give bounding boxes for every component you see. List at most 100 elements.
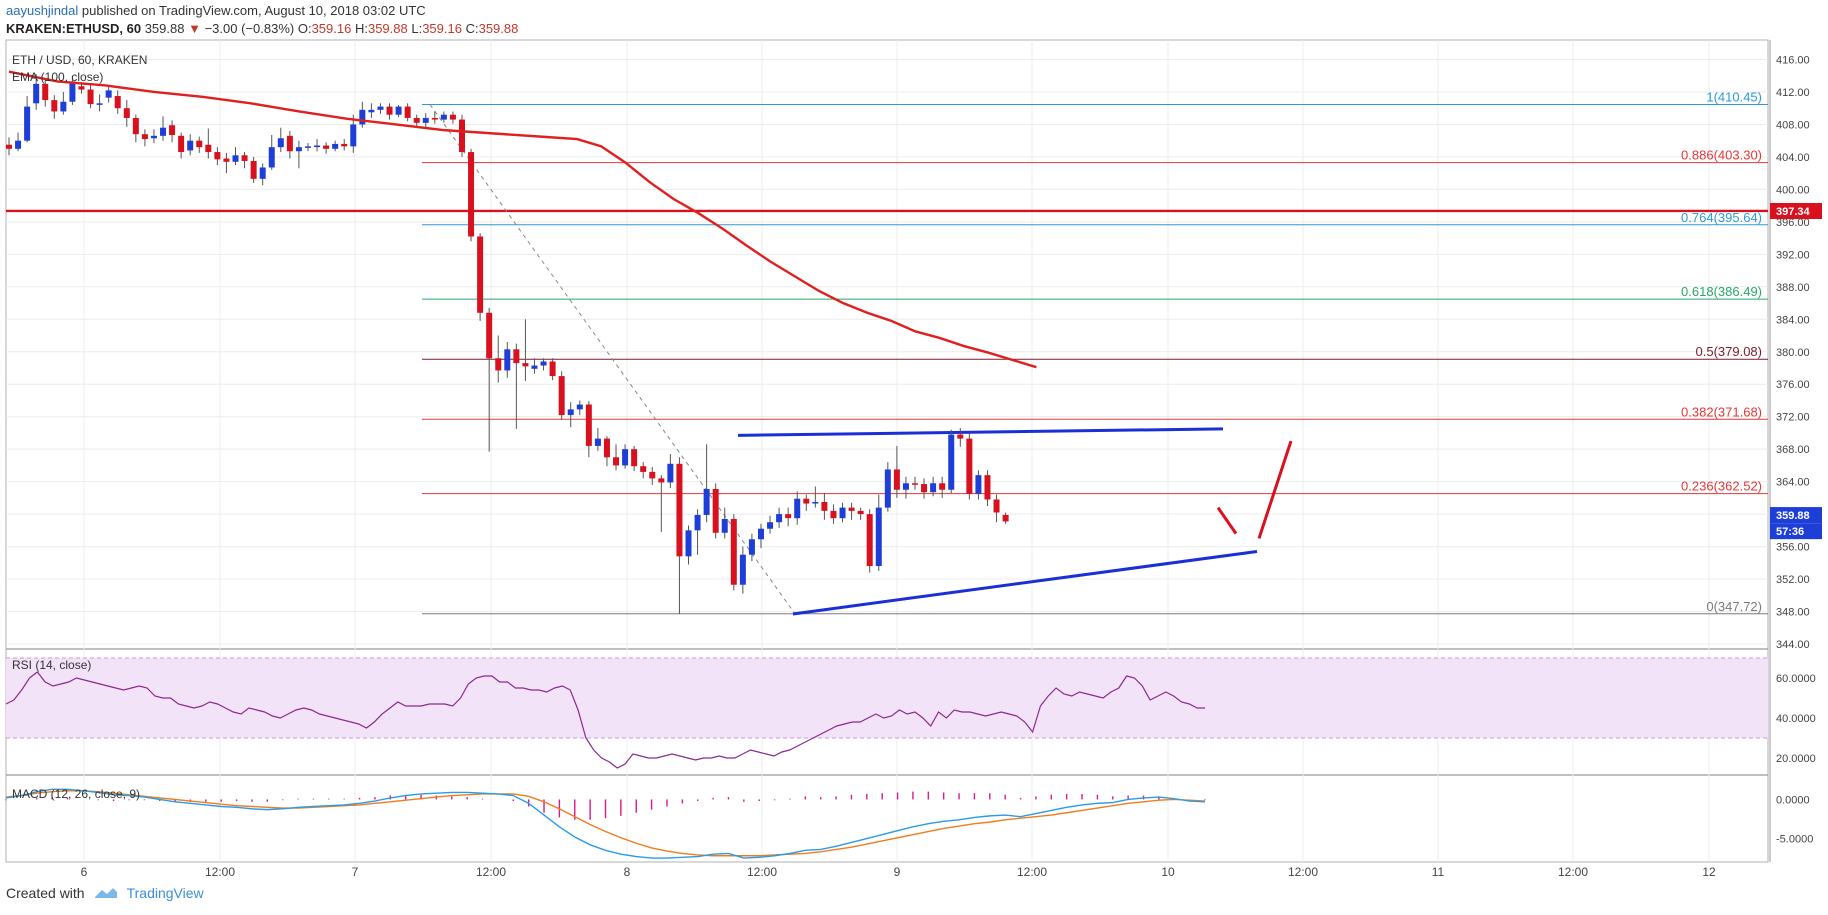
x-tick-label: 10: [1161, 865, 1175, 879]
price-tick-label: 344.00: [1776, 639, 1810, 651]
candle-body: [622, 449, 629, 466]
fib-level-label: 0.618(386.49): [1681, 284, 1762, 299]
high-value: 359.88: [367, 21, 408, 36]
candle-body: [948, 434, 955, 490]
candle-body: [848, 507, 855, 511]
price-tick-label: 372.00: [1776, 412, 1810, 424]
candle-body: [304, 146, 311, 148]
projection-up: [1257, 440, 1293, 539]
price-tick-label: 364.00: [1776, 477, 1810, 489]
candle-body: [984, 475, 991, 500]
candle-body: [223, 158, 230, 162]
candle-body: [821, 501, 828, 511]
candle-body: [685, 530, 692, 557]
candle-body: [78, 86, 85, 90]
candle-body: [132, 117, 139, 135]
x-tick-label: 12: [1702, 865, 1716, 879]
candle-body: [386, 106, 393, 115]
candle-body: [495, 358, 502, 371]
price-tick-label: 380.00: [1776, 347, 1810, 359]
candle-body: [449, 114, 456, 120]
x-tick-label: 12:00: [1017, 865, 1047, 879]
candle-body: [721, 518, 728, 533]
resistance-price-tag: 397.34: [1776, 206, 1811, 218]
candle-body: [785, 514, 792, 519]
price-tick-label: 348.00: [1776, 607, 1810, 619]
candle-body: [205, 144, 212, 153]
price-tick-label: 376.00: [1776, 379, 1810, 391]
candle-body: [567, 409, 574, 416]
candle-body: [141, 134, 148, 140]
candle-body: [694, 514, 701, 531]
candle-body: [1002, 514, 1009, 522]
candle-body: [803, 498, 810, 504]
macd-tick-label: 0.0000: [1776, 794, 1810, 806]
price-tick-label: 384.00: [1776, 314, 1810, 326]
candle-body: [640, 466, 647, 472]
price-tick-label: 412.00: [1776, 87, 1810, 99]
chart-title: ETH / USD, 60, KRAKEN: [12, 53, 147, 67]
candle-body: [286, 135, 293, 152]
candle-body: [522, 363, 529, 367]
candle-body: [631, 449, 638, 467]
candle-body: [413, 117, 420, 123]
candle-body: [350, 124, 357, 147]
publisher-name[interactable]: aayushjindal: [6, 3, 79, 18]
grid-lines: [5, 39, 1771, 863]
tradingview-link[interactable]: TradingView: [126, 885, 204, 901]
resistance-price-tag-bg: [1770, 202, 1822, 219]
ema-100-line: [8, 70, 1037, 369]
candle-body: [585, 404, 592, 446]
candle-body: [921, 484, 928, 493]
candle-body: [277, 138, 284, 148]
open-label: O:: [297, 21, 312, 36]
candle-body: [15, 140, 22, 149]
indicator-panes: [5, 657, 1768, 859]
candle-body: [839, 507, 846, 519]
down-arrow-icon: ▼: [188, 21, 201, 36]
rsi-line: [5, 671, 1205, 769]
candle-body: [60, 101, 67, 112]
x-tick-label: 12:00: [1288, 865, 1318, 879]
candle-body: [105, 90, 112, 98]
candle-body: [613, 457, 620, 466]
candle-body: [739, 554, 746, 585]
candle-body: [178, 135, 185, 153]
candle-body: [513, 349, 520, 364]
publisher-line: aayushjindal published on TradingView.co…: [6, 2, 518, 20]
candle-body: [486, 312, 493, 359]
candle-body: [757, 528, 764, 540]
price-axis[interactable]: 6 12:00 7 12:00 8 12:00 9 12:00 10 12:00 11 12:00 12…: [81, 55, 1822, 879]
fib-level-label: 0.764(395.64): [1681, 210, 1762, 225]
candle-body: [268, 147, 275, 168]
candle-body: [857, 510, 864, 515]
candle-body: [703, 488, 710, 515]
low-label: L:: [411, 21, 423, 36]
x-tick-label: 11: [1432, 865, 1445, 879]
resistance-trendline: [737, 427, 1224, 437]
candle-body: [477, 236, 484, 313]
ohlc-line: KRAKEN:ETHUSD, 60 359.88 ▼ −3.00 (−0.83%…: [6, 20, 518, 38]
candle-body: [114, 96, 121, 109]
fib-level-label: 0.5(379.08): [1696, 344, 1763, 359]
candle-body: [42, 83, 49, 101]
price-tick-label: 388.00: [1776, 282, 1810, 294]
price-tick-label: 400.00: [1776, 184, 1810, 196]
candle-body: [966, 438, 973, 494]
high-label: H:: [354, 21, 368, 36]
candle-body: [24, 106, 31, 141]
chart-canvas[interactable]: 1(410.45) 0.886(403.30) 0.764(395.64) 0.618…: [0, 0, 1828, 880]
candle-body: [440, 114, 447, 120]
candle-body: [540, 361, 547, 366]
candle-body: [232, 155, 239, 162]
candle-body: [776, 514, 783, 523]
last-price: 359.88: [144, 21, 185, 36]
candle-body: [875, 507, 882, 567]
candle-body: [150, 135, 157, 139]
x-tick-label: 6: [81, 865, 88, 879]
x-tick-label: 12:00: [476, 865, 506, 879]
candle-body: [794, 498, 801, 519]
candle-body: [214, 152, 221, 160]
chart-drawings: [429, 104, 1293, 616]
close-label: C:: [465, 21, 479, 36]
